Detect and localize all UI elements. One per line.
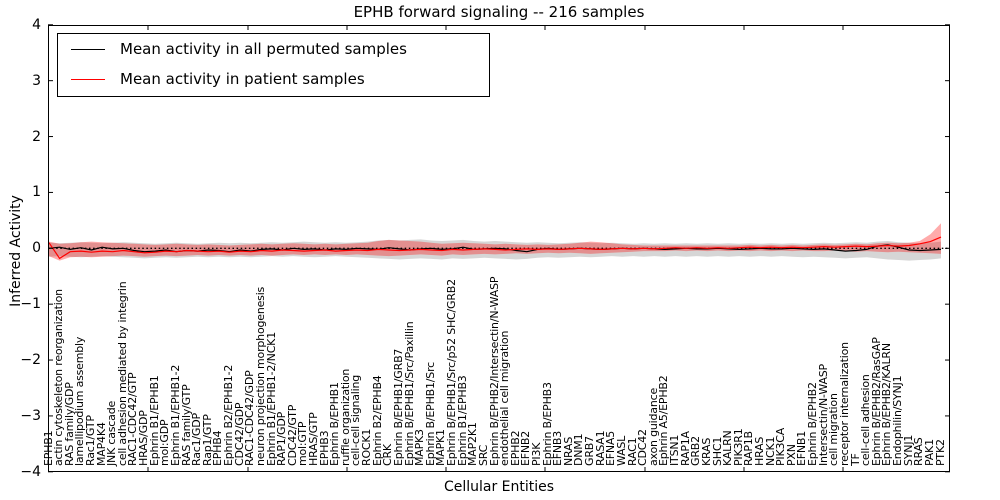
- legend-label-permuted: Mean activity in all permuted samples: [120, 40, 407, 58]
- legend: Mean activity in all permuted samples Me…: [57, 33, 490, 97]
- legend-entry-permuted: Mean activity in all permuted samples: [58, 34, 489, 64]
- y-tick-label: 3: [32, 72, 41, 89]
- y-tick-label: 2: [32, 128, 41, 145]
- legend-entry-patient: Mean activity in patient samples: [58, 64, 489, 94]
- y-tick-label: 4: [32, 16, 41, 33]
- legend-label-patient: Mean activity in patient samples: [120, 70, 365, 88]
- legend-line-sample-permuted: [71, 48, 105, 50]
- x-axis-title: Cellular Entities: [443, 479, 555, 495]
- y-tick-label: 0: [32, 240, 41, 257]
- y-tick-label: −3: [20, 407, 41, 424]
- legend-line-sample-patient: [71, 78, 105, 80]
- patient-mean-line: [48, 236, 942, 260]
- y-tick-label: −2: [20, 352, 41, 369]
- chart-title: EPHB forward signaling -- 216 samples: [353, 3, 645, 21]
- x-tick-label: PTK2: [933, 439, 947, 466]
- y-tick-label: 1: [32, 184, 41, 201]
- y-tick-label: −1: [20, 296, 41, 313]
- x-tick-label: receptor internalization: [837, 342, 851, 466]
- y-tick-label: −4: [20, 463, 41, 480]
